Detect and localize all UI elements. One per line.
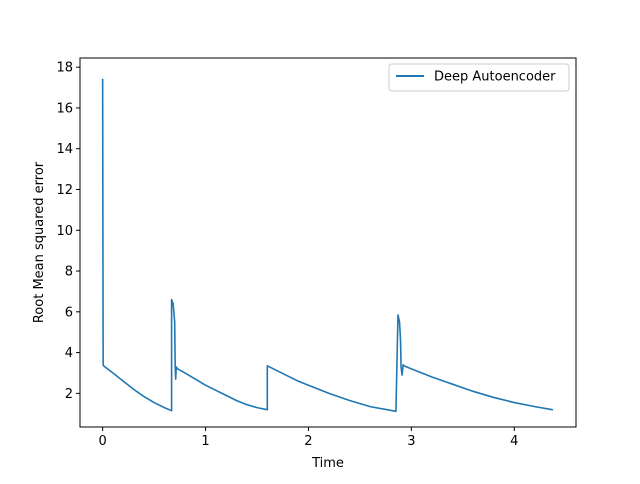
x-tick-label: 3 xyxy=(407,434,415,449)
y-axis-label: Root Mean squared error xyxy=(32,161,47,323)
x-axis-label: Time xyxy=(311,456,344,471)
y-tick-label: 10 xyxy=(56,224,73,239)
y-tick-label: 6 xyxy=(65,305,73,320)
y-tick-label: 4 xyxy=(65,346,73,361)
legend-entry-label: Deep Autoencoder xyxy=(434,70,556,85)
x-tick-label: 4 xyxy=(510,434,518,449)
y-tick-label: 12 xyxy=(56,183,73,198)
series-line-deep-autoencoder xyxy=(101,78,554,413)
legend-box xyxy=(388,63,570,92)
y-tick-label: 2 xyxy=(65,387,73,402)
legend: Deep Autoencoder xyxy=(388,63,570,92)
y-tick-label: 8 xyxy=(65,265,73,280)
y-tick-label: 16 xyxy=(56,101,73,116)
x-tick-label: 2 xyxy=(304,434,312,449)
plot-layer xyxy=(101,78,554,413)
x-tick-label: 0 xyxy=(98,434,106,449)
x-tick-label: 1 xyxy=(201,434,209,449)
y-tick-label: 14 xyxy=(56,142,73,157)
y-tick-label: 18 xyxy=(56,61,73,76)
plot-frame xyxy=(79,57,577,428)
